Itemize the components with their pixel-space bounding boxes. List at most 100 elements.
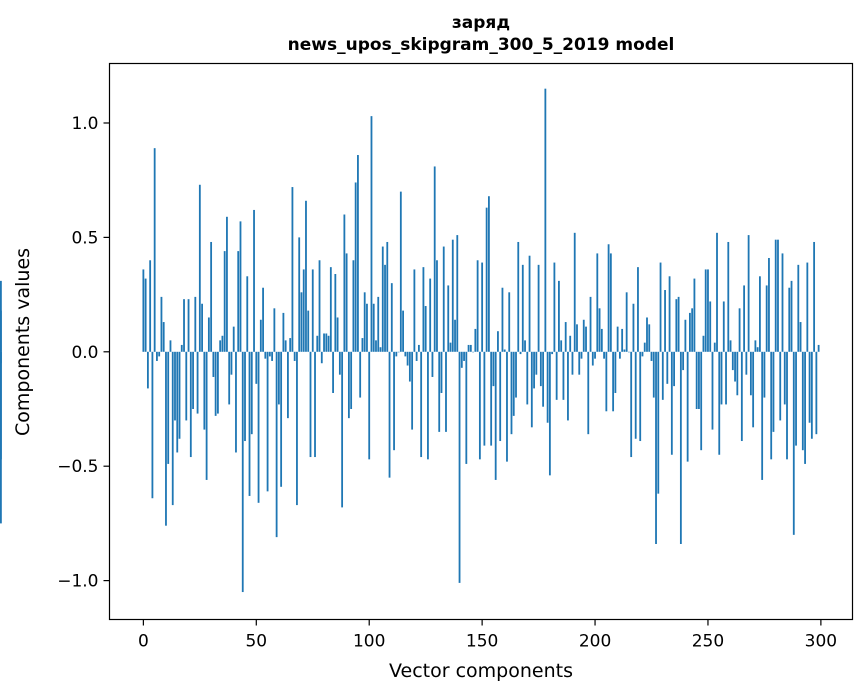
bar	[284, 340, 287, 352]
bar	[361, 338, 364, 352]
bar	[666, 351, 669, 384]
bar	[399, 191, 402, 352]
bar	[632, 303, 635, 352]
bar	[535, 351, 538, 375]
bar	[659, 262, 662, 352]
y-tick-label: −1.0	[57, 572, 98, 592]
bar	[693, 278, 696, 352]
bar	[749, 351, 752, 396]
bar	[506, 351, 508, 462]
bar	[488, 196, 490, 352]
bar	[704, 269, 707, 352]
bar	[652, 351, 655, 398]
bar	[634, 351, 637, 439]
bar	[691, 308, 694, 352]
bar	[422, 267, 425, 352]
bar	[625, 292, 628, 352]
bar	[494, 351, 497, 480]
bar	[576, 324, 578, 352]
bar	[196, 351, 199, 414]
bar	[555, 351, 558, 400]
bar	[476, 260, 479, 352]
bar	[546, 351, 549, 423]
bar	[192, 351, 194, 409]
bar	[598, 308, 601, 352]
bar	[725, 351, 727, 405]
bar	[343, 214, 346, 352]
bar	[298, 237, 301, 352]
bar	[727, 241, 730, 352]
bar	[291, 187, 294, 352]
bar	[146, 351, 149, 389]
bar	[458, 351, 461, 583]
bar	[162, 322, 165, 352]
bar	[560, 340, 563, 352]
bar	[578, 351, 581, 375]
bar	[445, 351, 447, 432]
plot-frame	[108, 62, 854, 621]
bar	[485, 207, 488, 352]
bar	[777, 239, 779, 352]
bar	[585, 326, 587, 352]
bar	[305, 200, 307, 352]
bar	[641, 351, 644, 357]
x-axis-ticks: 0 50 100 150 200 250 300	[138, 619, 837, 652]
bar	[768, 257, 770, 352]
bar	[237, 251, 240, 352]
x-tick-label: 0	[138, 632, 149, 652]
bar	[524, 340, 526, 352]
bar	[266, 351, 269, 492]
bar	[713, 342, 716, 352]
bar	[673, 351, 675, 387]
bar	[790, 280, 793, 352]
bar	[548, 351, 551, 476]
bar	[614, 351, 617, 393]
bar	[596, 253, 599, 352]
bar	[679, 351, 682, 544]
bar	[250, 351, 253, 435]
bar	[257, 351, 260, 503]
bar	[253, 209, 255, 352]
bar	[350, 351, 353, 409]
bar	[702, 335, 705, 352]
bar	[329, 267, 332, 352]
y-axis-ticks: −1.0 −0.5 0.0 0.5 1.0	[57, 114, 110, 592]
bar	[158, 351, 161, 357]
bar	[372, 303, 375, 352]
bar	[176, 351, 179, 453]
bar	[338, 351, 341, 375]
bar	[165, 351, 167, 526]
bar	[397, 351, 400, 353]
bar	[232, 326, 235, 352]
bar	[675, 299, 678, 352]
bar	[745, 351, 748, 375]
bar	[774, 239, 777, 352]
bar	[296, 351, 298, 506]
bar	[207, 317, 210, 352]
bar	[650, 351, 653, 361]
bar	[307, 310, 310, 352]
bar	[646, 317, 648, 352]
bar	[388, 351, 391, 478]
bar	[756, 347, 759, 352]
bar	[580, 351, 583, 359]
bar	[582, 319, 585, 352]
bar	[801, 351, 804, 451]
bar	[248, 351, 251, 496]
bar	[366, 303, 368, 352]
bar	[517, 241, 520, 352]
bar	[770, 351, 773, 460]
bar	[616, 326, 619, 352]
bar	[282, 312, 285, 352]
bar	[144, 278, 147, 352]
bar	[711, 351, 714, 430]
bar	[341, 351, 344, 508]
bar	[815, 351, 818, 435]
bar	[677, 296, 680, 352]
bar	[761, 351, 764, 480]
bar	[668, 276, 671, 352]
bar	[478, 351, 481, 460]
bar	[268, 351, 271, 357]
x-tick-label: 300	[805, 632, 837, 652]
